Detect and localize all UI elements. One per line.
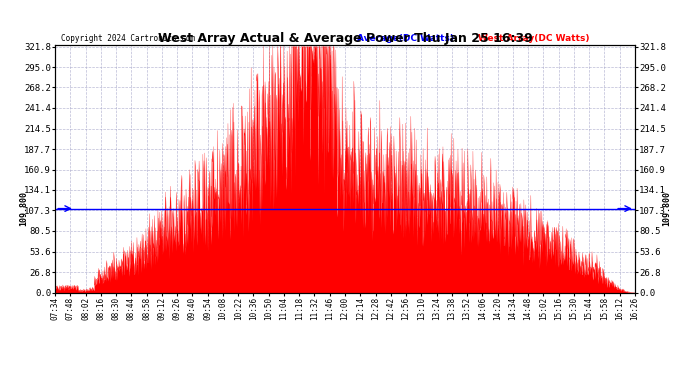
Text: Average(DC Watts): Average(DC Watts) bbox=[357, 33, 453, 42]
Text: Copyright 2024 Cartronics.com: Copyright 2024 Cartronics.com bbox=[61, 33, 195, 42]
Title: West Array Actual & Average Power Thu Jan 25 16:39: West Array Actual & Average Power Thu Ja… bbox=[157, 32, 533, 45]
Text: 109.800: 109.800 bbox=[19, 191, 28, 226]
Text: 109.800: 109.800 bbox=[662, 191, 671, 226]
Text: West Array(DC Watts): West Array(DC Watts) bbox=[478, 33, 590, 42]
